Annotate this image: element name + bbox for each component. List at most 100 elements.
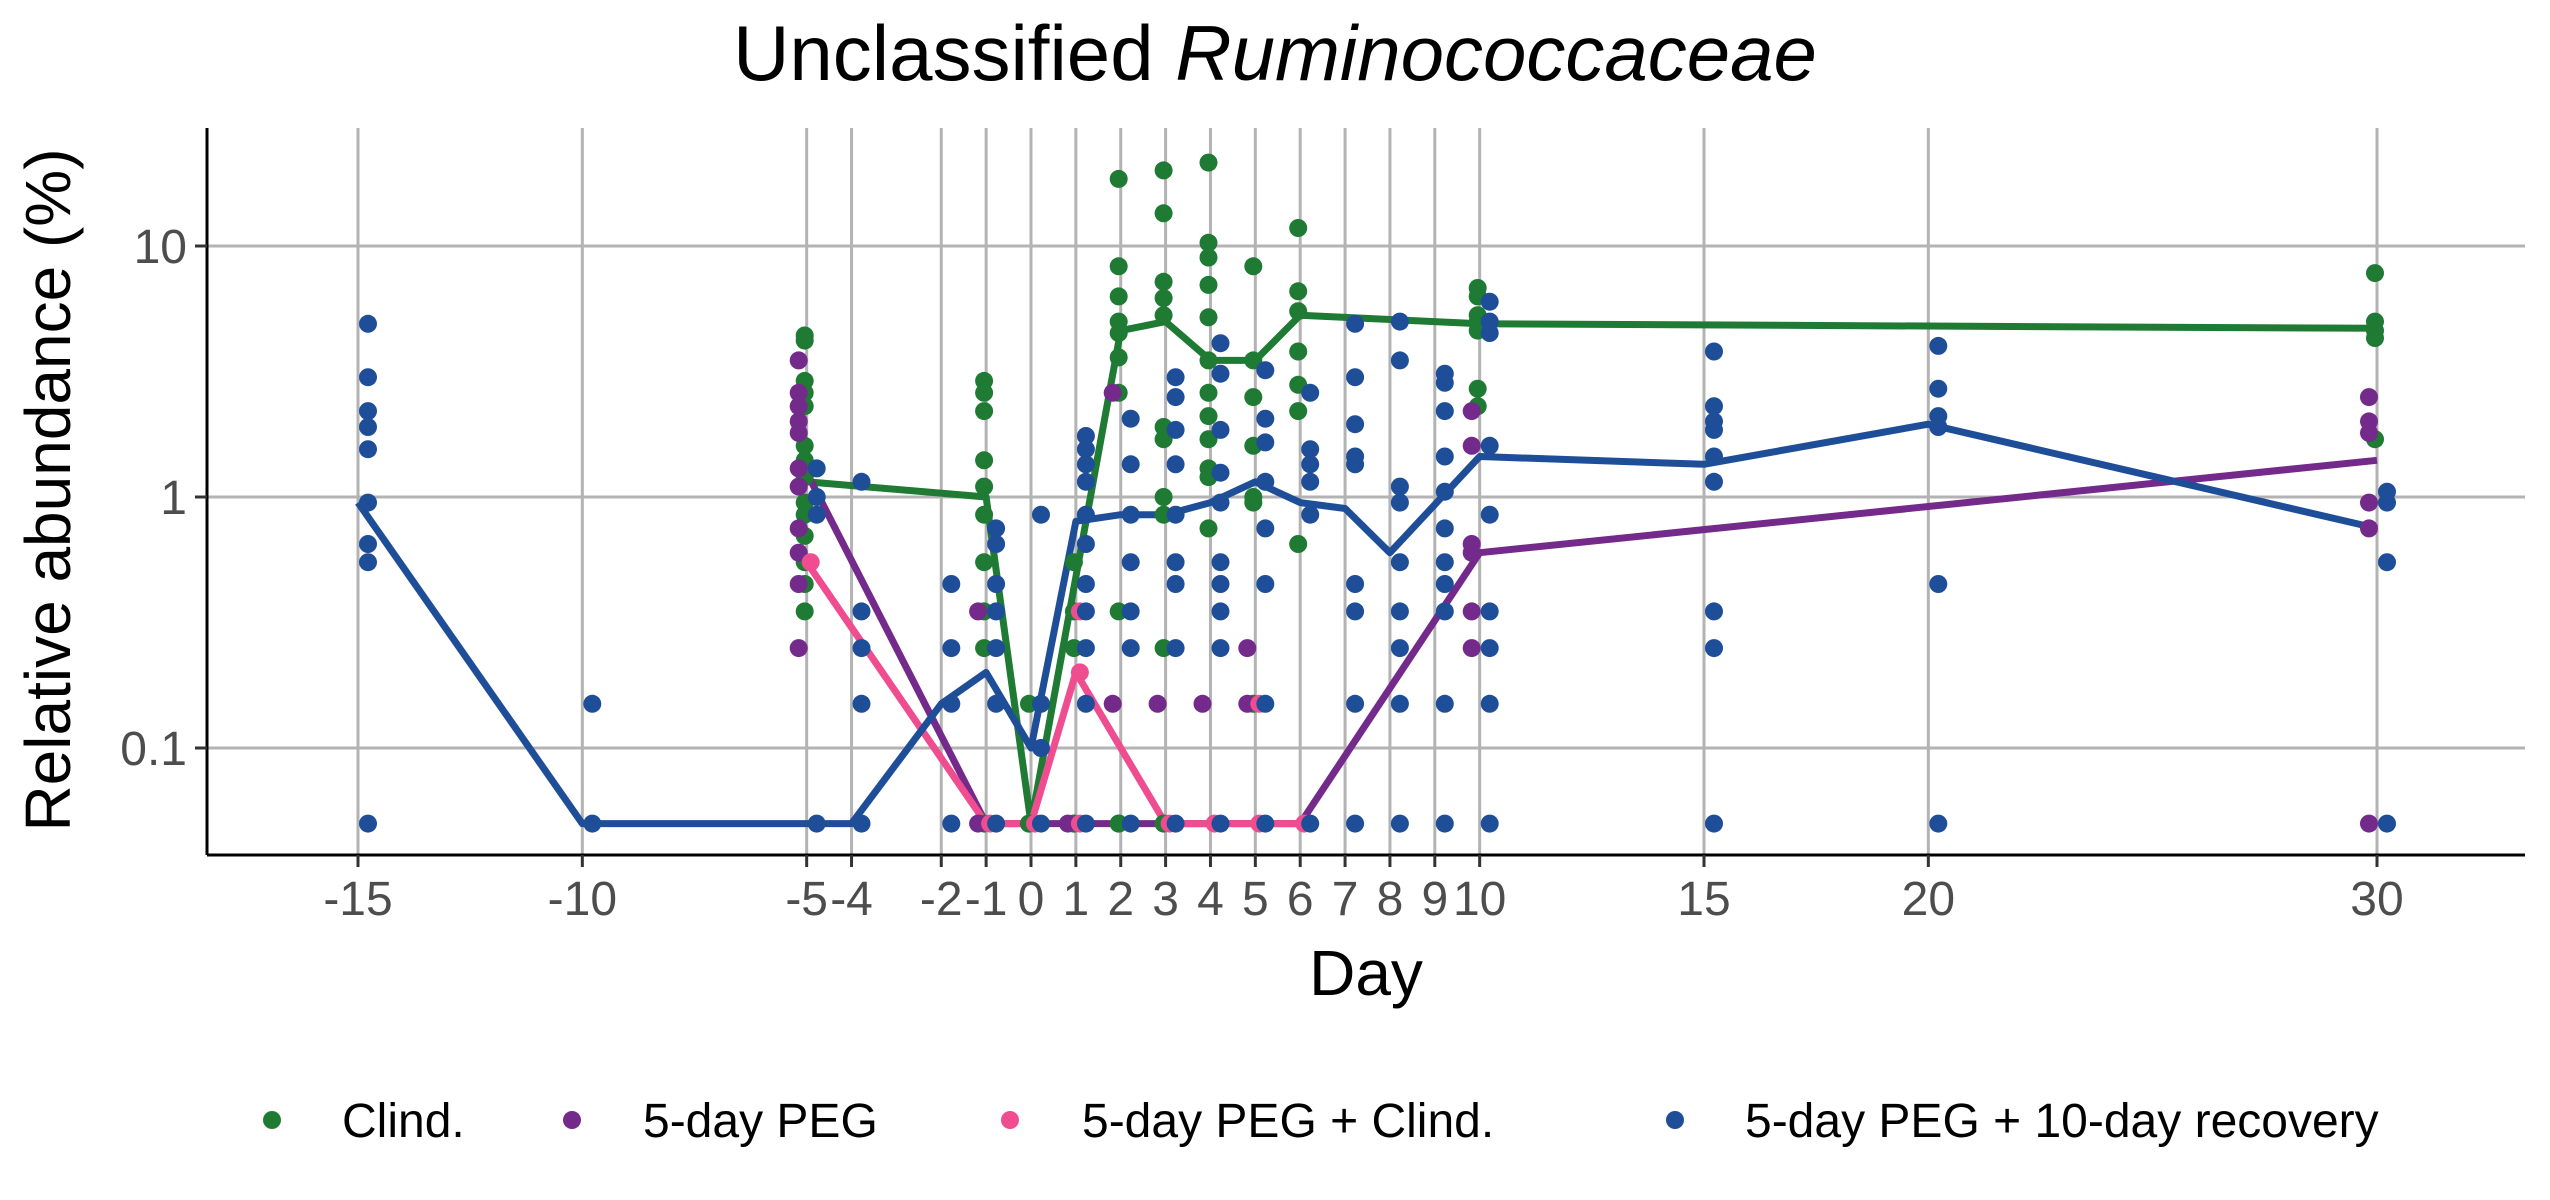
data-point xyxy=(1166,388,1185,407)
data-point xyxy=(1166,553,1185,572)
data-point xyxy=(1289,535,1308,553)
data-point xyxy=(942,575,961,593)
y-tick-label: 1 xyxy=(160,472,187,525)
data-point xyxy=(1199,248,1218,267)
data-point xyxy=(1070,663,1089,682)
data-point xyxy=(987,575,1006,593)
legend-item-5-day-peg-clind: 5-day PEG + Clind. xyxy=(1001,1095,1494,1148)
data-point xyxy=(1238,639,1257,658)
chart-title-prefix: Unclassified xyxy=(733,9,1175,97)
x-tick-label: 3 xyxy=(1152,873,1179,926)
x-tick-label: -10 xyxy=(548,873,617,926)
x-tick-label: 20 xyxy=(1902,873,1955,926)
data-point xyxy=(1435,373,1454,392)
data-point xyxy=(1346,575,1365,593)
data-point xyxy=(1076,472,1095,491)
data-point xyxy=(359,814,377,833)
data-point xyxy=(1154,488,1173,506)
data-point xyxy=(1480,694,1499,713)
data-point xyxy=(789,351,808,370)
data-point xyxy=(1121,814,1140,833)
series-points-5-day-peg-10-day-recovery xyxy=(359,292,2396,833)
data-point xyxy=(1390,814,1409,833)
data-point xyxy=(1435,402,1454,421)
data-point xyxy=(1032,505,1050,524)
data-point xyxy=(1301,383,1320,402)
data-point xyxy=(1076,694,1095,713)
data-point xyxy=(1199,275,1218,294)
data-point xyxy=(1199,351,1218,370)
x-tick-label: 5 xyxy=(1242,873,1269,926)
data-point xyxy=(789,459,808,478)
x-tick-label: -15 xyxy=(323,873,392,926)
data-point xyxy=(1929,379,1948,398)
x-tick-label: 10 xyxy=(1453,873,1506,926)
data-point xyxy=(1301,440,1320,459)
data-point xyxy=(1256,519,1275,538)
data-point xyxy=(1121,455,1140,474)
data-point xyxy=(1121,505,1140,524)
data-point xyxy=(1166,368,1185,387)
data-point xyxy=(583,694,602,713)
x-tick-label: 8 xyxy=(1377,873,1404,926)
data-point xyxy=(1109,169,1128,188)
data-point xyxy=(2360,493,2378,512)
x-tick-label: 4 xyxy=(1197,873,1224,926)
data-point xyxy=(789,575,808,593)
data-point xyxy=(2378,553,2396,572)
data-point xyxy=(1199,383,1218,402)
data-point xyxy=(1166,814,1185,833)
data-point xyxy=(1199,153,1218,172)
data-point xyxy=(1109,324,1128,342)
data-point xyxy=(1103,694,1122,713)
legend: Clind. 5-day PEG 5-day PEG + Clind. 5-day P… xyxy=(263,1095,2379,1148)
data-point xyxy=(2378,493,2396,512)
data-point xyxy=(1076,814,1095,833)
data-point xyxy=(1076,535,1095,553)
data-point xyxy=(1462,639,1481,658)
data-point xyxy=(1154,161,1173,180)
chart-title: Unclassified Ruminococcaceae xyxy=(733,9,1817,97)
x-tick-label: -1 xyxy=(965,873,1008,926)
data-point xyxy=(807,814,826,833)
data-point xyxy=(2366,329,2384,347)
data-point xyxy=(359,440,377,459)
x-tick-label: 0 xyxy=(1018,873,1045,926)
data-point xyxy=(1256,361,1275,380)
data-point xyxy=(1705,397,1723,416)
data-point xyxy=(1480,602,1499,621)
data-point xyxy=(852,472,871,491)
x-tick-label: -5 xyxy=(785,873,828,926)
data-point xyxy=(789,519,808,538)
data-point xyxy=(987,639,1006,658)
data-point xyxy=(359,493,377,512)
data-point xyxy=(1199,407,1218,426)
data-point xyxy=(1301,505,1320,524)
data-point xyxy=(1109,257,1128,276)
data-point xyxy=(2366,264,2384,283)
data-point xyxy=(1289,282,1308,301)
data-point xyxy=(942,694,961,713)
data-point xyxy=(1480,292,1499,311)
data-point xyxy=(987,602,1006,621)
data-point xyxy=(807,505,826,524)
data-point xyxy=(1435,575,1454,593)
data-point xyxy=(987,535,1006,553)
data-point xyxy=(852,639,871,658)
x-tick-label: 9 xyxy=(1421,873,1448,926)
data-point xyxy=(1346,415,1365,434)
data-point xyxy=(975,402,994,421)
data-point xyxy=(1211,420,1230,439)
series-points xyxy=(359,153,2396,833)
legend-item-clind: Clind. xyxy=(263,1095,465,1148)
data-point xyxy=(801,553,820,572)
data-point xyxy=(1705,814,1723,833)
data-point xyxy=(1154,289,1173,308)
data-point xyxy=(1390,553,1409,572)
data-point xyxy=(1435,553,1454,572)
data-point xyxy=(1705,472,1723,491)
data-point xyxy=(1705,639,1723,658)
data-point xyxy=(1244,493,1263,512)
data-point xyxy=(1480,436,1499,455)
